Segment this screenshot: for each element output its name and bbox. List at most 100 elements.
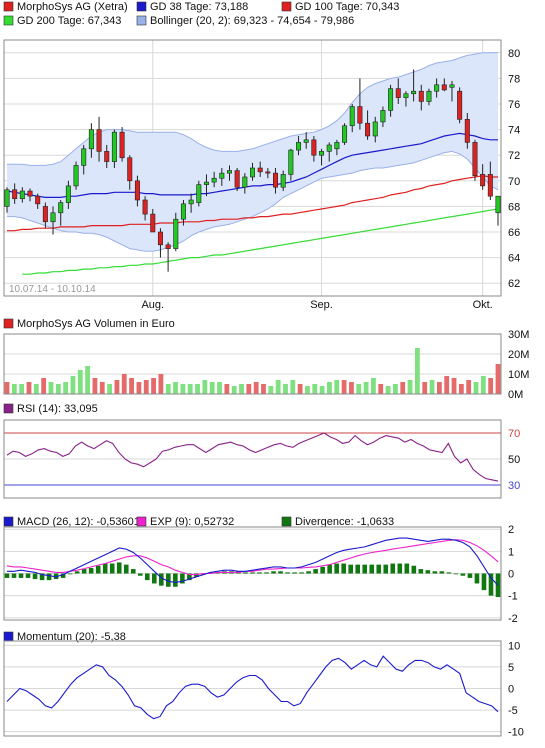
- legend-swatch: [281, 1, 292, 12]
- volume-bar: [151, 378, 156, 394]
- volume-bar: [4, 382, 10, 394]
- candle: [372, 121, 378, 137]
- volume-bar: [451, 378, 457, 394]
- candle: [380, 110, 386, 123]
- volume-bar: [422, 382, 428, 394]
- volume-bar: [173, 382, 178, 394]
- bollinger-lower-line: [7, 150, 499, 252]
- candle: [449, 84, 455, 88]
- divergence-bar: [18, 573, 24, 578]
- volume-bar: [114, 380, 120, 394]
- candle: [35, 195, 41, 205]
- volume-y-tick: 20M: [508, 349, 529, 361]
- rsi-panel-frame: [3, 419, 502, 499]
- macd-panel-frame: [3, 526, 502, 621]
- volume-bar: [275, 380, 281, 394]
- volume-bar: [11, 384, 17, 394]
- price-panel-frame: [3, 39, 502, 297]
- macd-y-tick: 0: [508, 569, 514, 581]
- divergence-bar: [264, 572, 269, 574]
- candle: [42, 206, 48, 223]
- volume-bar: [458, 384, 464, 394]
- volume-panel-frame: [3, 333, 502, 395]
- candle: [96, 129, 102, 152]
- volume-bar: [121, 374, 127, 394]
- candle: [487, 174, 493, 197]
- candle: [411, 90, 417, 95]
- divergence-bar: [439, 571, 445, 574]
- divergence-bar: [474, 573, 480, 584]
- gd100-line: [7, 175, 498, 232]
- volume-bar: [495, 364, 501, 394]
- candle: [19, 190, 25, 200]
- rsi-y-tick: 30: [508, 480, 520, 492]
- volume-bar: [246, 384, 252, 394]
- price-y-tick: 80: [508, 48, 520, 60]
- candle: [319, 151, 325, 156]
- volume-bar: [429, 380, 435, 394]
- candle: [12, 189, 18, 200]
- price-y-tick: 66: [508, 227, 520, 239]
- candle: [311, 139, 317, 156]
- legend-label: GD 100 Tage: 70,343: [295, 1, 399, 13]
- candle: [119, 131, 125, 159]
- volume-bar: [400, 382, 406, 394]
- candle: [88, 129, 94, 150]
- divergence-bar: [180, 573, 185, 584]
- divergence-bar: [152, 573, 157, 584]
- legend-swatch: [136, 15, 147, 26]
- candle: [403, 93, 409, 98]
- candle: [365, 122, 371, 137]
- volume-bar: [327, 382, 332, 394]
- macd-panel: MACD (26, 12): -0,53601 EXP (9): 0,52732 D…: [3, 516, 518, 625]
- rsi-panel: RSI (14): 33,095 70 50 30: [3, 403, 520, 499]
- divergence-bar: [32, 573, 38, 580]
- volume-bar: [378, 384, 384, 394]
- divergence-bar: [327, 564, 332, 574]
- divergence-bar: [60, 573, 66, 578]
- divergence-bar: [355, 564, 361, 574]
- legend-label: MorphoSys AG (Xetra): [17, 1, 128, 13]
- volume-bar: [70, 376, 76, 394]
- divergence-bar: [341, 563, 346, 574]
- divergence-bar: [453, 573, 459, 575]
- divergence-bar: [299, 572, 304, 574]
- candle: [395, 88, 401, 98]
- divergence-bar: [390, 563, 396, 574]
- bollinger-band: [7, 52, 498, 252]
- divergence-bar: [123, 564, 129, 574]
- volume-bar: [261, 384, 266, 394]
- divergence-bar: [460, 573, 466, 576]
- momentum-y-tick: 10: [508, 640, 520, 652]
- legend-label: GD 38 Tage: 73,188: [150, 1, 248, 13]
- volume-bar: [63, 382, 69, 394]
- candle: [111, 131, 117, 162]
- volume-bar: [356, 384, 362, 394]
- price-y-tick: 74: [508, 125, 520, 137]
- volume-bar: [92, 378, 98, 394]
- volume-bar: [48, 382, 54, 394]
- candle: [273, 172, 279, 188]
- volume-bar: [466, 380, 472, 394]
- candle: [242, 176, 248, 188]
- volume-bar: [136, 382, 142, 394]
- legend-swatch: [136, 516, 147, 527]
- candle: [334, 142, 340, 150]
- candle: [495, 195, 501, 214]
- divergence-bar: [397, 563, 403, 574]
- candle: [188, 199, 194, 205]
- divergence-bar: [334, 563, 339, 574]
- divergence-bar: [95, 565, 101, 574]
- candle: [257, 167, 263, 173]
- volume-bar: [290, 380, 296, 394]
- volume-bar: [41, 378, 47, 394]
- volume-bar: [187, 384, 193, 394]
- divergence-bar: [425, 570, 431, 574]
- volume-bar: [414, 348, 420, 394]
- rsi-line: [6, 432, 499, 482]
- x-axis-month-label: Aug.: [141, 299, 164, 311]
- momentum-line: [6, 655, 499, 720]
- divergence-bar: [166, 573, 171, 587]
- volume-bar: [407, 380, 413, 394]
